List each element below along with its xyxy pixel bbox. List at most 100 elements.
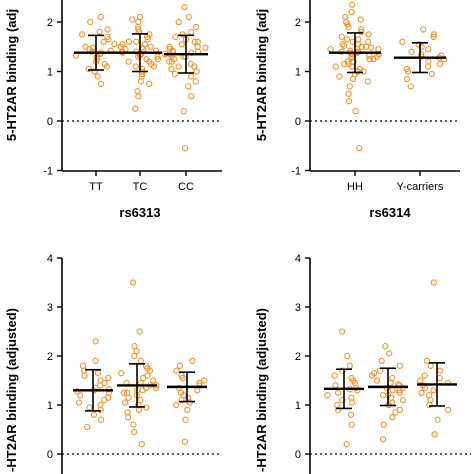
data-point	[171, 70, 179, 78]
y-tick-label: 4	[47, 253, 53, 265]
data-point	[378, 357, 385, 365]
y-axis-title: 5-HT2AR binding (adj	[4, 9, 19, 141]
data-point	[104, 33, 111, 40]
data-point	[130, 421, 137, 428]
y-axis-title: 5-HT2AR binding (adj	[254, 9, 269, 141]
data-point	[173, 367, 180, 374]
data-point	[135, 26, 142, 33]
data-point	[347, 411, 355, 418]
data-point	[430, 33, 437, 40]
data-point	[389, 414, 396, 421]
x-axis-title: rs6314	[369, 205, 411, 220]
data-point	[86, 404, 93, 411]
y-tick-label: 0	[295, 449, 301, 461]
data-point	[120, 389, 128, 396]
x-category-label: Y-carriers	[397, 181, 444, 193]
data-point	[132, 63, 140, 70]
y-tick-label: 2	[295, 351, 301, 363]
chart-panel-top-left: -1 0 1 2 5-HT2AR binding (adj rs6313 TT TC CC	[4, 0, 222, 220]
data-point	[125, 38, 133, 45]
data-point	[142, 362, 150, 369]
y-tick-label: -1	[291, 166, 301, 178]
y-tick-label: 2	[47, 351, 53, 363]
data-point	[202, 44, 209, 51]
data-point	[105, 394, 112, 401]
data-point	[181, 145, 189, 152]
y-tick-label: -1	[43, 166, 53, 178]
x-category-label: TT	[89, 181, 103, 193]
data-point	[97, 80, 105, 88]
data-point	[137, 78, 145, 85]
data-point	[339, 41, 346, 48]
data-point	[425, 46, 432, 53]
data-point	[133, 38, 140, 45]
data-point	[143, 55, 150, 63]
data-point	[362, 43, 370, 50]
data-point	[87, 18, 94, 26]
data-point	[338, 328, 346, 335]
data-point	[428, 70, 435, 78]
data-point	[403, 65, 411, 73]
data-point	[166, 46, 173, 53]
data-point	[119, 41, 126, 48]
data-point	[379, 392, 387, 399]
data-point	[135, 93, 142, 100]
data-point	[345, 90, 352, 97]
data-point	[97, 13, 104, 21]
data-point	[445, 406, 452, 414]
data-point	[93, 55, 101, 63]
data-point	[178, 372, 185, 379]
data-point	[380, 421, 388, 428]
data-point	[423, 357, 431, 365]
data-point	[132, 105, 139, 112]
data-point	[346, 83, 353, 90]
data-point	[91, 68, 98, 75]
data-point	[340, 42, 348, 49]
data-point	[368, 44, 375, 51]
data-point	[407, 83, 414, 90]
data-point	[332, 382, 339, 389]
data-point	[343, 36, 351, 43]
data-point	[426, 401, 433, 409]
data-point	[178, 41, 185, 48]
data-point	[425, 58, 432, 65]
data-point	[129, 279, 137, 286]
data-point	[364, 78, 371, 85]
data-point	[342, 13, 349, 21]
y-tick-label: 0	[47, 449, 53, 461]
y-tick-label: 3	[295, 302, 301, 314]
data-point	[345, 98, 353, 105]
data-point	[83, 423, 91, 431]
data-point	[349, 1, 356, 8]
data-point	[424, 63, 432, 70]
data-point	[147, 43, 154, 50]
data-point	[184, 406, 191, 414]
data-point	[188, 28, 195, 36]
data-point	[399, 396, 407, 404]
data-point	[430, 31, 438, 38]
data-point	[85, 65, 92, 73]
data-point	[324, 392, 331, 399]
data-point	[334, 401, 341, 409]
data-point	[338, 33, 345, 40]
data-point	[75, 399, 83, 406]
data-point	[179, 31, 186, 38]
chart-panel-bottom-right: 0 1 2 3 4 -HT2AR binding (adjusted)	[254, 253, 471, 474]
data-point	[336, 73, 343, 80]
data-point	[134, 88, 141, 95]
data-point	[94, 73, 101, 80]
data-point	[192, 78, 199, 85]
data-point	[356, 145, 363, 152]
data-point	[389, 387, 396, 394]
data-point	[168, 65, 175, 73]
data-point	[194, 38, 201, 45]
y-axis-title: -HT2AR binding (adjusted)	[4, 308, 19, 472]
data-point	[100, 38, 107, 45]
data-point	[118, 369, 125, 377]
data-point	[344, 352, 351, 360]
data-point	[379, 436, 387, 443]
data-point	[356, 65, 364, 73]
data-point	[175, 18, 182, 26]
data-point	[415, 41, 422, 48]
